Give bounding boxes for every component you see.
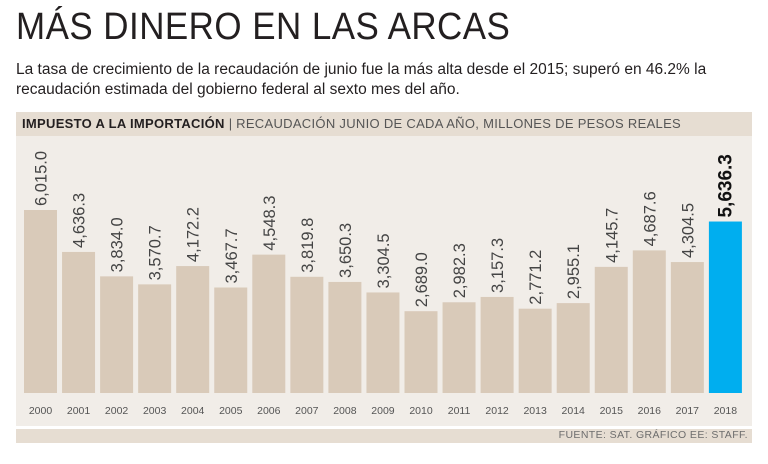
value-label-2017: 4,304.5 bbox=[679, 203, 697, 258]
value-label-2008: 3,650.3 bbox=[337, 223, 355, 278]
x-tick-labels-group: 2000 2001 2002 2003 2004 2005 2006 2007 2008 2009… bbox=[29, 405, 737, 417]
chart-label-separator: | bbox=[228, 116, 233, 131]
x-tick-2009: 2009 bbox=[371, 405, 395, 417]
x-tick-2014: 2014 bbox=[562, 405, 586, 417]
value-label-2006: 4,548.3 bbox=[261, 196, 279, 251]
bar-2016 bbox=[632, 250, 666, 393]
x-tick-2010: 2010 bbox=[409, 405, 433, 417]
x-tick-2015: 2015 bbox=[600, 405, 624, 417]
value-label-2009: 3,304.5 bbox=[375, 233, 393, 288]
bars-group bbox=[24, 210, 742, 393]
x-tick-2013: 2013 bbox=[523, 405, 547, 417]
bar-2018 bbox=[708, 221, 742, 393]
value-label-2013: 2,771.2 bbox=[527, 250, 545, 305]
bar-2003 bbox=[138, 284, 172, 393]
x-tick-2006: 2006 bbox=[257, 405, 281, 417]
value-label-2012: 3,157.3 bbox=[489, 238, 507, 293]
bar-2007 bbox=[290, 276, 324, 393]
bar-2010 bbox=[404, 311, 438, 393]
bar-2004 bbox=[176, 266, 210, 393]
x-tick-2001: 2001 bbox=[67, 405, 91, 417]
x-tick-2007: 2007 bbox=[295, 405, 319, 417]
x-tick-2017: 2017 bbox=[676, 405, 700, 417]
chart-label: IMPUESTO A LA IMPORTACIÓN bbox=[22, 116, 225, 131]
bar-2008 bbox=[328, 281, 362, 393]
x-tick-2000: 2000 bbox=[29, 405, 53, 417]
value-label-2003: 3,570.7 bbox=[147, 225, 165, 280]
bar-chart: 6,015.0 4,636.3 3,834.0 3,570.7 4,172.2 3,467… bbox=[16, 136, 752, 426]
bar-2001 bbox=[62, 251, 96, 393]
source-note: FUENTE: SAT. GRÁFICO EE: STAFF. bbox=[558, 429, 748, 441]
value-label-2000: 6,015.0 bbox=[33, 151, 51, 206]
value-label-2016: 4,687.6 bbox=[641, 191, 659, 246]
bar-2015 bbox=[594, 266, 628, 393]
bar-2000 bbox=[24, 210, 57, 393]
x-tick-2004: 2004 bbox=[181, 405, 205, 417]
chart-sublabel: RECAUDACIÓN JUNIO DE CADA AÑO, MILLONES … bbox=[236, 116, 682, 131]
x-tick-2005: 2005 bbox=[219, 405, 243, 417]
bar-2014 bbox=[556, 303, 590, 393]
bar-2002 bbox=[100, 276, 134, 393]
x-tick-2018: 2018 bbox=[714, 405, 738, 417]
bar-2013 bbox=[518, 308, 552, 393]
x-tick-2008: 2008 bbox=[333, 405, 357, 417]
bar-2006 bbox=[252, 254, 286, 393]
value-label-2018: 5,636.3 bbox=[715, 154, 736, 217]
bar-2005 bbox=[214, 287, 248, 393]
value-label-2001: 4,636.3 bbox=[71, 193, 89, 248]
bar-2017 bbox=[670, 262, 704, 393]
x-tick-2002: 2002 bbox=[105, 405, 129, 417]
x-tick-2016: 2016 bbox=[638, 405, 662, 417]
value-labels-group: 6,015.0 4,636.3 3,834.0 3,570.7 4,172.2 3,467… bbox=[33, 151, 737, 307]
value-label-2011: 2,982.3 bbox=[451, 243, 469, 298]
footer-strip: FUENTE: SAT. GRÁFICO EE: STAFF. bbox=[16, 429, 752, 443]
bar-2011 bbox=[442, 302, 476, 393]
value-label-2002: 3,834.0 bbox=[109, 217, 127, 272]
x-tick-2012: 2012 bbox=[485, 405, 509, 417]
page-subtitle: La tasa de crecimiento de la recaudación… bbox=[16, 61, 707, 98]
x-tick-2011: 2011 bbox=[448, 405, 471, 417]
value-label-2005: 3,467.7 bbox=[223, 228, 241, 283]
value-label-2007: 3,819.8 bbox=[299, 218, 317, 273]
bar-2012 bbox=[480, 296, 514, 393]
value-label-2015: 4,145.7 bbox=[603, 208, 621, 263]
x-tick-2003: 2003 bbox=[143, 405, 167, 417]
chart-header-text: IMPUESTO A LA IMPORTACIÓN | RECAUDACIÓN JU… bbox=[22, 116, 681, 131]
value-label-2004: 4,172.2 bbox=[185, 207, 203, 262]
bar-2009 bbox=[366, 292, 400, 393]
value-label-2010: 2,689.0 bbox=[413, 252, 431, 307]
value-label-2014: 2,955.1 bbox=[565, 244, 583, 299]
chart-header-strip: IMPUESTO A LA IMPORTACIÓN | RECAUDACIÓN JU… bbox=[16, 112, 752, 136]
page-title: MÁS DINERO EN LAS ARCAS bbox=[16, 6, 511, 48]
